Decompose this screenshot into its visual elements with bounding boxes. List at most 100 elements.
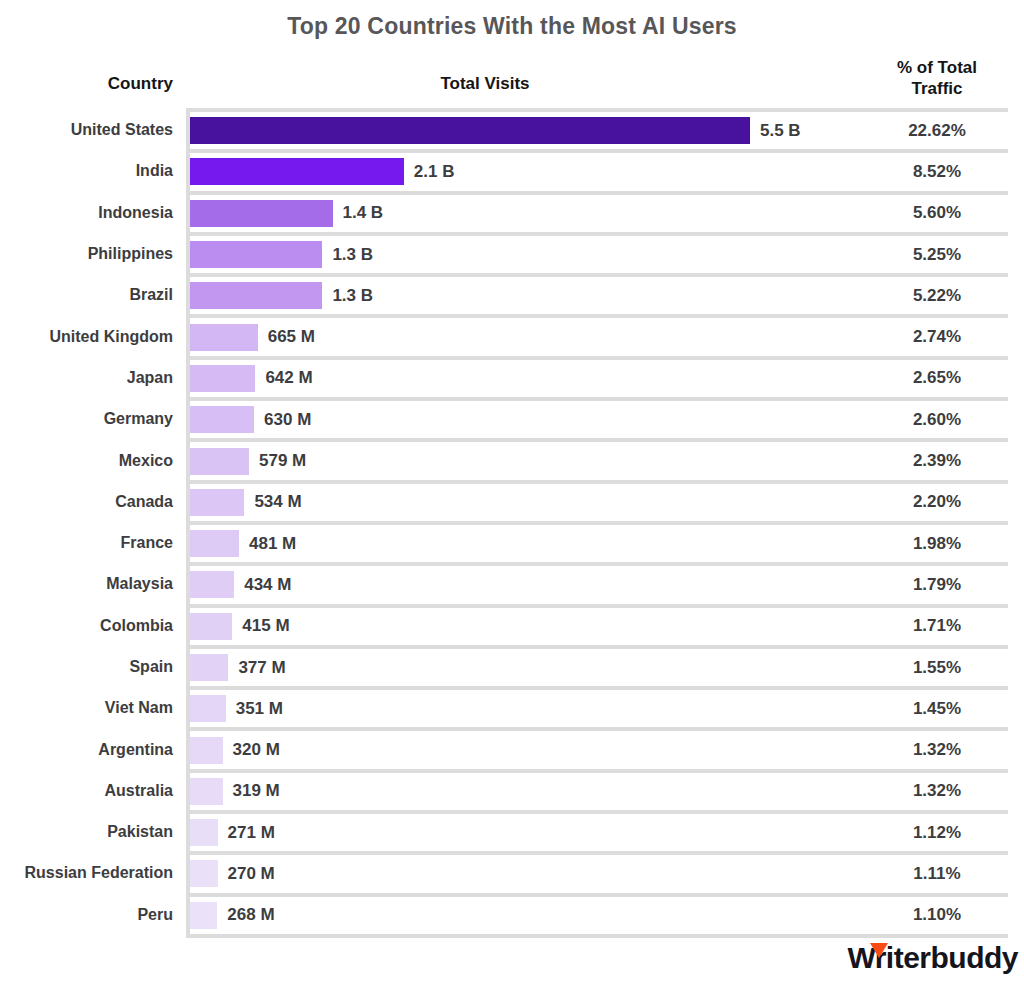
writerbuddy-pen-nib-icon [870,943,888,958]
table-row: 534 M 2.20% [190,480,1008,521]
traffic-percent-label: 1.98% [877,534,997,554]
column-header-country: Country [0,74,173,94]
visits-bar [190,241,322,268]
traffic-percent-label: 2.60% [877,410,997,430]
table-row: 2.1 B 8.52% [190,149,1008,190]
visits-bar [190,365,255,392]
visits-bar [190,448,249,475]
traffic-percent-label: 5.22% [877,286,997,306]
traffic-percent-label: 1.32% [877,781,997,801]
table-row: 377 M 1.55% [190,645,1008,686]
table-row: 642 M 2.65% [190,356,1008,397]
country-label: France [0,521,173,562]
table-row: 665 M 2.74% [190,314,1008,355]
visits-value-label: 268 M [227,905,274,925]
visits-bar [190,695,226,722]
visits-bar [190,819,218,846]
country-label: Argentina [0,727,173,768]
visits-bar [190,778,223,805]
visits-bar [190,489,244,516]
country-label: India [0,149,173,190]
visits-value-label: 5.5 B [760,121,801,141]
traffic-percent-label: 2.65% [877,368,997,388]
visits-value-label: 271 M [228,823,275,843]
table-row: 351 M 1.45% [190,686,1008,727]
column-header-total-visits: Total Visits [385,74,585,94]
traffic-percent-label: 1.79% [877,575,997,595]
country-label: Canada [0,480,173,521]
table-row: 1.4 B 5.60% [190,191,1008,232]
visits-value-label: 319 M [233,781,280,801]
country-label: Malaysia [0,562,173,603]
country-label: Japan [0,356,173,397]
table-row: 5.5 B 22.62% [190,108,1008,149]
visits-bar [190,654,228,681]
table-row: 271 M 1.12% [190,810,1008,851]
visits-value-label: 434 M [244,575,291,595]
visits-value-label: 642 M [265,368,312,388]
table-row: 268 M 1.10% [190,893,1008,934]
visits-value-label: 481 M [249,534,296,554]
country-label: Mexico [0,438,173,479]
visits-value-label: 2.1 B [414,162,455,182]
visits-value-label: 415 M [242,616,289,636]
visits-value-label: 534 M [254,492,301,512]
traffic-percent-label: 1.45% [877,699,997,719]
visits-value-label: 665 M [268,327,315,347]
table-row: 1.3 B5.25% [190,232,1008,273]
country-label: Peru [0,893,173,934]
table-row: 270 M 1.11% [190,851,1008,892]
traffic-percent-label: 8.52% [877,162,997,182]
country-label: Indonesia [0,191,173,232]
visits-value-label: 320 M [233,740,280,760]
table-row: 434 M 1.79% [190,562,1008,603]
traffic-percent-label: 5.60% [877,203,997,223]
traffic-percent-label: 1.55% [877,658,997,678]
country-label: Russian Federation [0,851,173,892]
traffic-percent-label: 1.10% [877,905,997,925]
visits-value-label: 1.4 B [343,203,384,223]
visits-value-label: 270 M [228,864,275,884]
traffic-percent-label: 1.11% [877,864,997,884]
visits-bar [190,406,254,433]
country-labels-column: United StatesIndiaIndonesiaPhilippinesBr… [0,108,173,934]
visits-value-label: 377 M [238,658,285,678]
traffic-percent-label: 5.25% [877,245,997,265]
visits-bar [190,902,217,929]
table-row: 1.3 B 5.22% [190,273,1008,314]
table-row: 320 M 1.32% [190,727,1008,768]
visits-bar [190,200,333,227]
traffic-percent-label: 1.71% [877,616,997,636]
chart-title: Top 20 Countries With the Most AI Users [0,13,1024,40]
country-label: Pakistan [0,810,173,851]
visits-bar [190,571,234,598]
visits-value-label: 579 M [259,451,306,471]
visits-value-label: 1.3 B [332,286,373,306]
writerbuddy-logo: Writerbuddy [847,941,1018,975]
traffic-percent-label: 2.20% [877,492,997,512]
table-row: 319 M 1.32% [190,769,1008,810]
country-label: United States [0,108,173,149]
country-label: Colombia [0,604,173,645]
country-label: Viet Nam [0,686,173,727]
table-row: 481 M 1.98% [190,521,1008,562]
country-label: Spain [0,645,173,686]
country-label: Philippines [0,232,173,273]
bar-table: 5.5 B22.62%2.1 B8.52%1.4 B5.60%1.3 B5.25… [186,108,1008,938]
visits-bar [190,282,322,309]
visits-bar [190,324,258,351]
visits-bar [190,530,239,557]
traffic-percent-label: 1.32% [877,740,997,760]
visits-value-label: 351 M [236,699,283,719]
table-row: 579 M 2.39% [190,438,1008,479]
traffic-percent-label: 2.39% [877,451,997,471]
table-row: 630 M 2.60% [190,397,1008,438]
country-label: Australia [0,769,173,810]
table-row: 415 M 1.71% [190,604,1008,645]
traffic-percent-label: 1.12% [877,823,997,843]
traffic-percent-label: 2.74% [877,327,997,347]
traffic-percent-label: 22.62% [877,121,997,141]
country-label: Brazil [0,273,173,314]
visits-bar [190,737,223,764]
visits-value-label: 630 M [264,410,311,430]
